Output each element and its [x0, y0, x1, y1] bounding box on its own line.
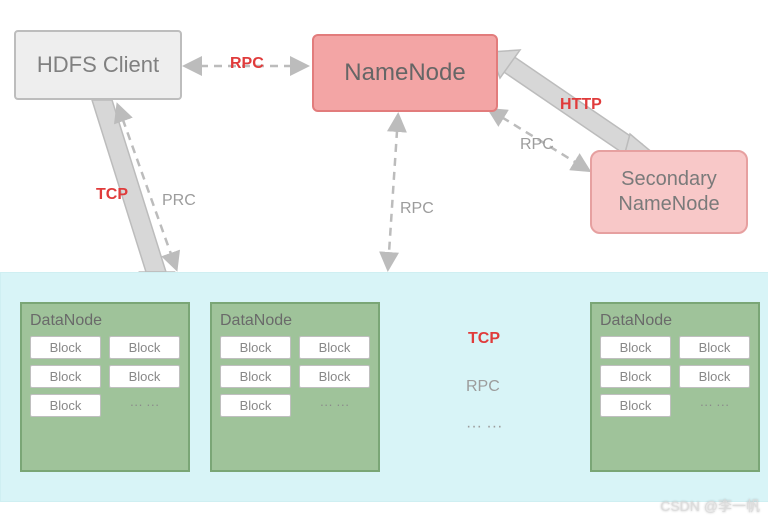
namenode-box: NameNode	[312, 34, 498, 112]
block: Block	[299, 365, 370, 388]
label-prc-client-dn: PRC	[162, 192, 196, 210]
block: Block	[220, 394, 291, 417]
block-dots: ··· ···	[679, 394, 750, 417]
block: Block	[30, 365, 101, 388]
secondary-namenode-box: Secondary NameNode	[590, 150, 748, 234]
datanode-3-blocks: Block Block Block Block Block ··· ···	[600, 336, 750, 417]
watermark: CSDN @李一帆	[660, 496, 760, 516]
datanode-2-label: DataNode	[220, 312, 370, 330]
label-dots-dn-dn: ··· ···	[466, 418, 502, 436]
edge-nn-dn-rpc	[388, 116, 398, 268]
block: Block	[220, 365, 291, 388]
hdfs-client-label: HDFS Client	[37, 52, 159, 78]
block-dots: ··· ···	[299, 394, 370, 417]
block: Block	[600, 394, 671, 417]
block: Block	[679, 365, 750, 388]
namenode-label: NameNode	[344, 59, 465, 87]
block: Block	[600, 336, 671, 359]
block: Block	[220, 336, 291, 359]
datanode-3-label: DataNode	[600, 312, 750, 330]
datanode-2: DataNode Block Block Block Block Block ·…	[210, 302, 380, 472]
block: Block	[600, 365, 671, 388]
secondary-namenode-label: Secondary NameNode	[618, 167, 719, 217]
datanode-1-label: DataNode	[30, 312, 180, 330]
block-dots: ··· ···	[109, 394, 180, 417]
block: Block	[299, 336, 370, 359]
block: Block	[679, 336, 750, 359]
block: Block	[109, 365, 180, 388]
label-rpc-nn-dn: RPC	[400, 200, 434, 218]
hdfs-client-box: HDFS Client	[14, 30, 182, 100]
label-rpc-nn-sec: RPC	[520, 136, 554, 154]
block: Block	[30, 336, 101, 359]
datanode-1-blocks: Block Block Block Block Block ··· ···	[30, 336, 180, 417]
label-http-nn-sec: HTTP	[560, 96, 602, 114]
label-rpc-client-nn: RPC	[230, 55, 264, 73]
datanode-3: DataNode Block Block Block Block Block ·…	[590, 302, 760, 472]
datanode-2-blocks: Block Block Block Block Block ··· ···	[220, 336, 370, 417]
label-tcp-dn-dn: TCP	[468, 330, 500, 348]
block: Block	[109, 336, 180, 359]
label-rpc-dn-dn: RPC	[466, 378, 500, 396]
block: Block	[30, 394, 101, 417]
datanode-1: DataNode Block Block Block Block Block ·…	[20, 302, 190, 472]
diagram-stage: { "canvas": { "width": 768, "height": 52…	[0, 0, 768, 520]
label-tcp-client-dn: TCP	[96, 186, 128, 204]
